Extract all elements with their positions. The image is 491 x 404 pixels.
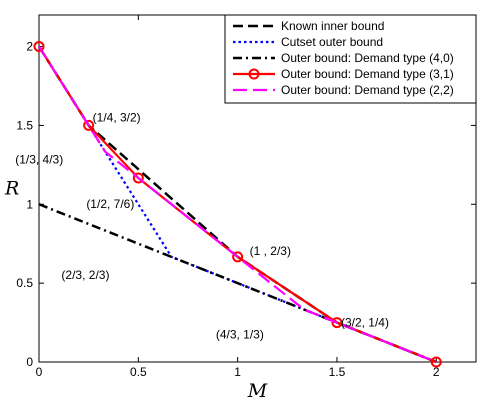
- legend-label: Outer bound: Demand type (3,1): [281, 67, 454, 81]
- point-annotation: (4/3, 1/3): [216, 327, 264, 341]
- legend-label: Outer bound: Demand type (2,2): [281, 83, 454, 97]
- series-marker: [331, 317, 343, 329]
- series-marker: [232, 251, 244, 263]
- x-axis-label: M: [247, 380, 268, 402]
- legend-marker: [248, 68, 260, 80]
- series-marker: [430, 356, 442, 368]
- point-annotation: (2/3, 2/3): [61, 268, 109, 282]
- x-tick-label: 0: [36, 365, 43, 379]
- series-line-4: [38, 45, 437, 364]
- y-axis-label: R: [4, 178, 19, 200]
- x-tick-label: 0.5: [130, 365, 147, 379]
- y-tick-label: 1: [26, 197, 33, 211]
- series-group: [33, 41, 442, 368]
- y-tick-label: 1.5: [16, 118, 33, 132]
- legend: Known inner bound Cutset outer bound Outer…: [224, 14, 477, 104]
- x-tick-label: 2: [433, 365, 440, 379]
- y-tick-label: 0: [26, 355, 33, 369]
- point-annotation: (3/2, 1/4): [341, 316, 389, 330]
- y-tick-label: 2: [26, 40, 33, 54]
- x-tick-label: 1.5: [329, 365, 346, 379]
- series-marker: [132, 172, 144, 184]
- legend-label: Known inner bound: [281, 19, 384, 33]
- series-marker: [33, 41, 45, 53]
- point-annotation: (1 , 2/3): [250, 244, 291, 258]
- legend-label: Cutset outer bound: [281, 35, 383, 49]
- annotation-group: (1/4, 3/2) (1/3, 4/3) (1/2, 7/6) (1 , 2/3) (…: [15, 110, 389, 341]
- series-marker: [83, 119, 95, 131]
- point-annotation: (1/4, 3/2): [93, 110, 141, 124]
- tick-group: 0 0.5 1 1.5 2 0 0.5 1 1.5 2: [16, 15, 476, 379]
- point-annotation: (1/2, 7/6): [86, 197, 134, 211]
- point-annotation: (1/3, 4/3): [15, 153, 63, 167]
- x-tick-label: 1: [234, 365, 241, 379]
- legend-label: Outer bound: Demand type (4,0): [281, 51, 454, 65]
- y-tick-label: 0.5: [16, 276, 33, 290]
